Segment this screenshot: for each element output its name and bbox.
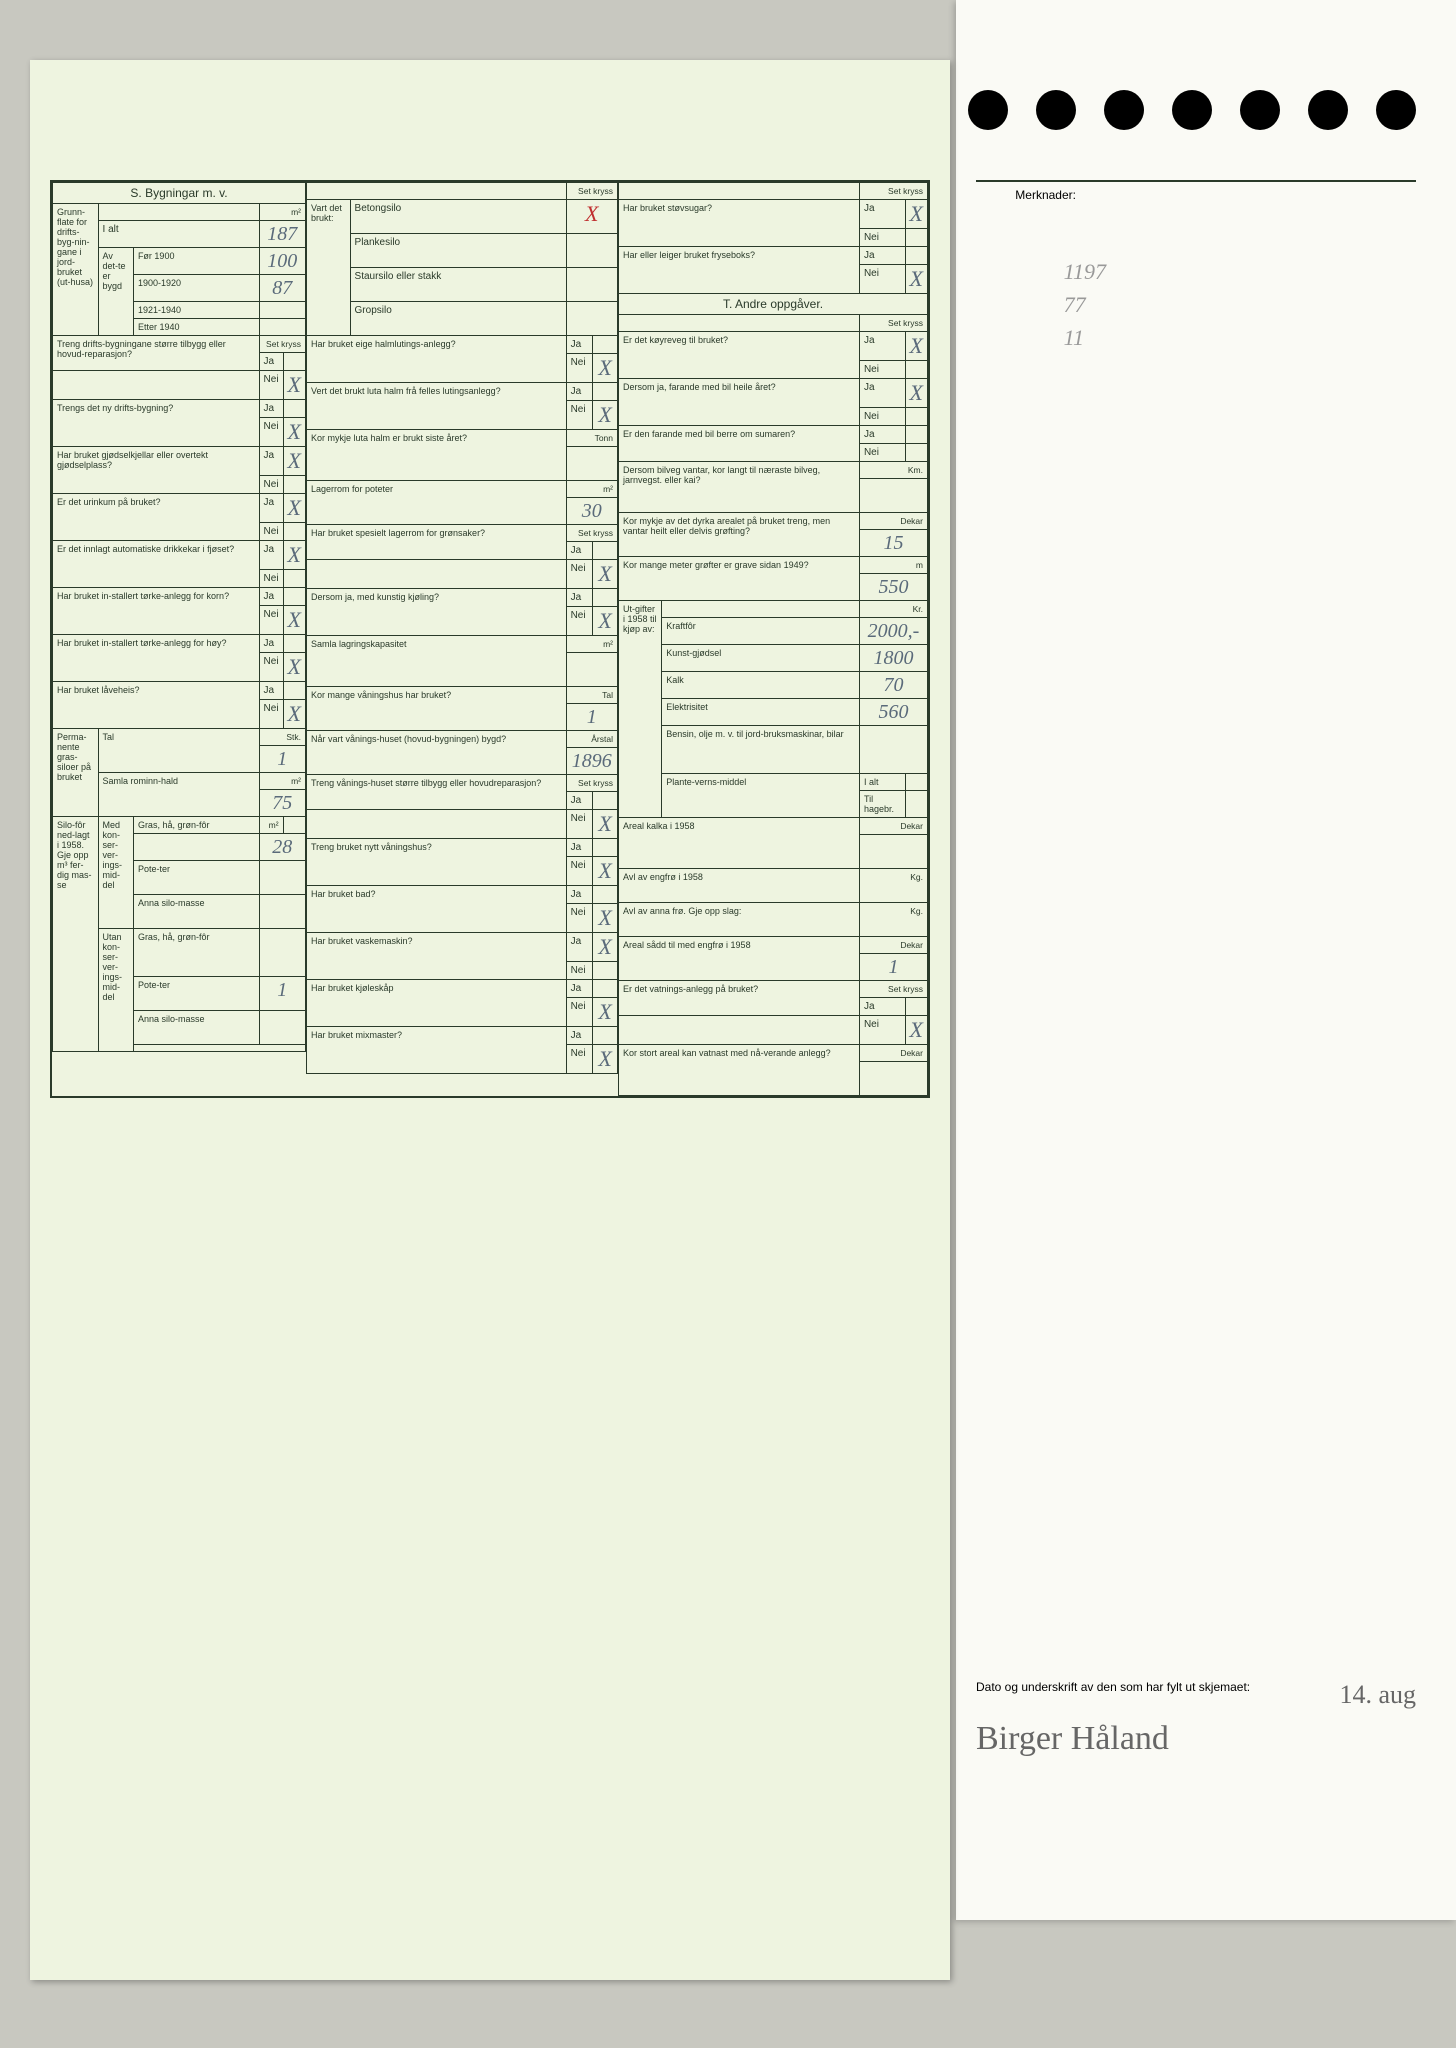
sig-name: Birger Håland (976, 1720, 1416, 1758)
merknader-label: Merknader: (1015, 188, 1076, 202)
punch-holes (968, 90, 1416, 130)
margin-notes: 1197 77 11 (1064, 255, 1106, 354)
form-grid: S. Bygningar m. v. Grunn-flate for drift… (50, 180, 930, 1098)
ialt-value: 187 (259, 221, 305, 248)
white-margin (956, 0, 1456, 1920)
section-t-title: T. Andre oppgåver. (619, 294, 928, 315)
merknader-rule (976, 180, 1416, 182)
section-s-title: S. Bygningar m. v. (53, 183, 306, 204)
form-paper: S. Bygningar m. v. Grunn-flate for drift… (30, 60, 950, 1980)
grunnflate-label: Grunn-flate for drifts-byg-nin-gane i jo… (53, 204, 99, 336)
signature-block: Dato og underskrift av den som har fylt … (976, 1680, 1416, 1758)
